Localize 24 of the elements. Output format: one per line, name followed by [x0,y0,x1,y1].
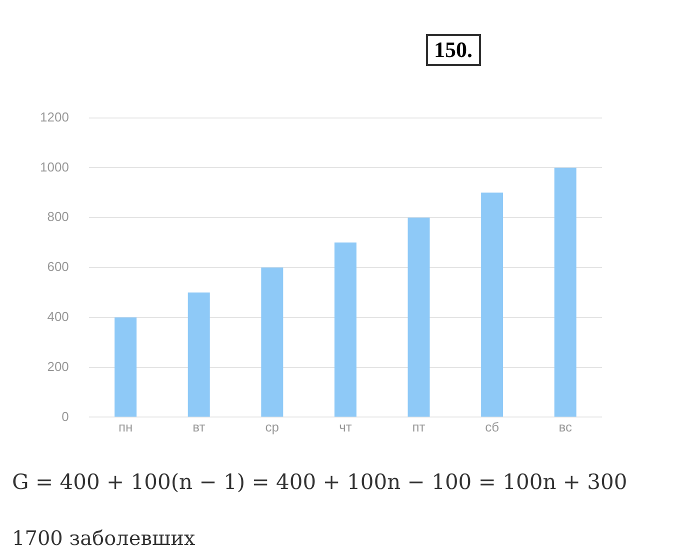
bar [408,218,430,417]
y-tick-label: 0 [62,408,69,424]
y-tick-label: 600 [47,259,69,274]
x-tick-label: вс [558,420,572,435]
x-tick-label: чт [339,420,352,435]
bar [554,168,576,417]
y-tick-label: 1200 [40,109,69,124]
y-tick-label: 1000 [40,159,69,174]
y-tick-label: 800 [47,209,69,224]
x-tick-label: пн [118,420,133,435]
bar [261,268,284,417]
text: 1700 заболевших [12,526,196,550]
bar [481,192,504,417]
x-tick-label: вт [192,420,206,435]
y-tick-label: 400 [47,308,69,324]
bar [334,242,356,417]
x-tick-label: пт [412,420,426,435]
bar [114,317,137,417]
x-tick-label: сб [485,420,500,435]
x-tick-label: ср [265,420,280,435]
bar [188,292,210,417]
y-tick-label: 200 [47,358,69,374]
text: G = 400 + 100(n − 1) = 400 + 100n − 100 = 100n + 300 [12,470,628,494]
chart-title: 150. [426,34,480,66]
